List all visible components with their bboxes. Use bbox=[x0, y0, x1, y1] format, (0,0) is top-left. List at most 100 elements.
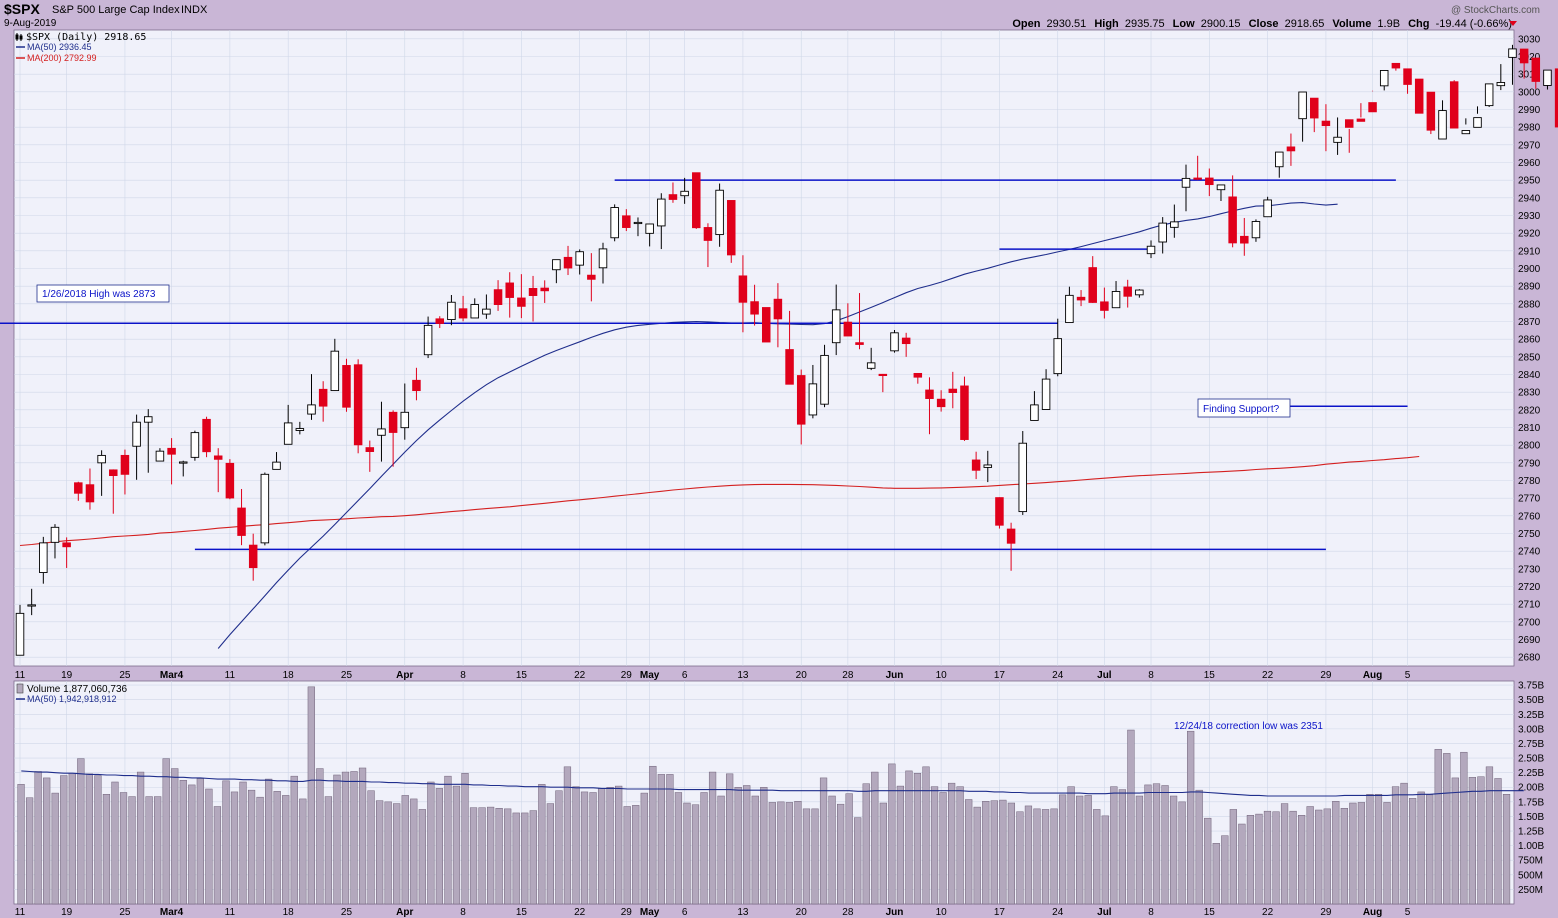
candle bbox=[330, 338, 340, 392]
volume-bar bbox=[854, 817, 862, 905]
x-tick-label: 11 bbox=[15, 907, 26, 918]
candle-body bbox=[190, 432, 200, 458]
volume-tick-label: 1.75B bbox=[1518, 797, 1544, 808]
volume-bar bbox=[1195, 789, 1203, 905]
candle-body bbox=[1216, 184, 1226, 191]
candle-body bbox=[1484, 83, 1494, 107]
price-tick-label: 2880 bbox=[1518, 299, 1541, 310]
volume-bar bbox=[768, 802, 776, 905]
candle-body bbox=[283, 422, 293, 445]
volume-bar bbox=[896, 785, 905, 905]
candle-body bbox=[1310, 97, 1319, 119]
candle-body bbox=[458, 308, 468, 319]
candle bbox=[668, 182, 678, 203]
candle bbox=[1135, 289, 1144, 298]
price-tick-label: 3030 bbox=[1518, 34, 1541, 45]
candle-body bbox=[878, 373, 888, 377]
volume-bar bbox=[700, 792, 708, 905]
volume-bar bbox=[1298, 815, 1306, 905]
volume-bar bbox=[811, 808, 819, 905]
candle bbox=[796, 369, 806, 445]
chg-down-arrow-icon bbox=[1509, 21, 1517, 26]
volume-bar bbox=[102, 794, 111, 905]
candle bbox=[144, 409, 153, 473]
candle-body bbox=[85, 484, 95, 503]
volume-bar bbox=[632, 805, 640, 905]
annotation-high-2018: 1/26/2018 High was 2873 bbox=[36, 284, 170, 303]
candle-body bbox=[563, 256, 573, 269]
candle bbox=[97, 450, 106, 496]
candle-body bbox=[913, 372, 923, 378]
candle bbox=[1321, 104, 1331, 152]
candle bbox=[855, 293, 864, 350]
candle bbox=[85, 468, 95, 510]
volume-bar bbox=[1468, 777, 1477, 905]
x-tick-label: 8 bbox=[1148, 907, 1154, 918]
candle bbox=[213, 448, 223, 493]
annotation-text: 1/26/2018 High was 2873 bbox=[42, 289, 156, 300]
candle-body bbox=[1018, 442, 1028, 513]
candle-body bbox=[62, 542, 71, 548]
volume-bar bbox=[34, 771, 42, 905]
candle-body bbox=[1205, 177, 1214, 186]
candle-body bbox=[272, 461, 281, 470]
volume-bar bbox=[845, 793, 853, 905]
volume-bar bbox=[734, 786, 742, 905]
candle bbox=[435, 316, 445, 329]
price-tick-label: 2940 bbox=[1518, 193, 1541, 204]
price-tick-label: 2900 bbox=[1518, 264, 1541, 275]
candle-body bbox=[1170, 221, 1179, 228]
volume-bar bbox=[819, 777, 828, 905]
volume-bar bbox=[1443, 753, 1451, 905]
price-tick-label: 2730 bbox=[1518, 564, 1541, 575]
candle bbox=[1286, 133, 1296, 166]
volume-label: Volume bbox=[1332, 18, 1371, 30]
volume-bar bbox=[1332, 801, 1340, 905]
x-tick-label: Mar4 bbox=[160, 670, 184, 681]
candle bbox=[1205, 168, 1214, 197]
candle-body bbox=[330, 350, 340, 392]
volume-bar bbox=[1434, 749, 1442, 905]
candle-body bbox=[843, 321, 853, 337]
candle bbox=[283, 404, 293, 445]
volume-bar bbox=[205, 788, 213, 905]
candle bbox=[1006, 522, 1016, 571]
x-tick-label: 6 bbox=[682, 907, 688, 918]
candle-body bbox=[1181, 177, 1191, 188]
candle bbox=[831, 284, 841, 356]
x-tick-label: 20 bbox=[796, 907, 808, 918]
volume-bar bbox=[794, 801, 802, 905]
candle bbox=[925, 377, 934, 435]
volume-bar bbox=[1221, 835, 1229, 905]
price-tick-label: 2890 bbox=[1518, 282, 1541, 293]
candle-body bbox=[1508, 48, 1517, 58]
volume-bar bbox=[196, 778, 204, 905]
chg-label: Chg bbox=[1408, 18, 1429, 30]
volume-bar bbox=[563, 766, 572, 905]
volume-bar bbox=[119, 792, 128, 905]
price-tick-label: 2720 bbox=[1518, 582, 1541, 593]
candle bbox=[260, 472, 270, 546]
candle bbox=[633, 217, 643, 237]
x-tick-label: 24 bbox=[1052, 670, 1064, 681]
low-value: 2900.15 bbox=[1201, 18, 1241, 30]
candle bbox=[1076, 290, 1086, 307]
symbol-label: $SPX bbox=[4, 1, 40, 17]
x-tick-label: 22 bbox=[574, 670, 586, 681]
candle bbox=[1228, 175, 1237, 248]
volume-tick-label: 2.00B bbox=[1518, 783, 1544, 794]
candle-body bbox=[703, 227, 713, 241]
volume-bar bbox=[384, 801, 392, 905]
volume-bar bbox=[1067, 786, 1075, 905]
candle-body bbox=[1111, 291, 1121, 309]
candle bbox=[202, 416, 211, 458]
candle bbox=[1065, 286, 1074, 324]
candle bbox=[412, 367, 421, 401]
candle bbox=[1438, 100, 1447, 140]
price-gridlines bbox=[14, 38, 1514, 658]
open-label: Open bbox=[1012, 18, 1040, 30]
candle-body bbox=[237, 507, 246, 536]
volume-bar bbox=[452, 785, 461, 905]
volume-bar bbox=[85, 773, 93, 905]
price-tick-label: 2970 bbox=[1518, 140, 1541, 151]
